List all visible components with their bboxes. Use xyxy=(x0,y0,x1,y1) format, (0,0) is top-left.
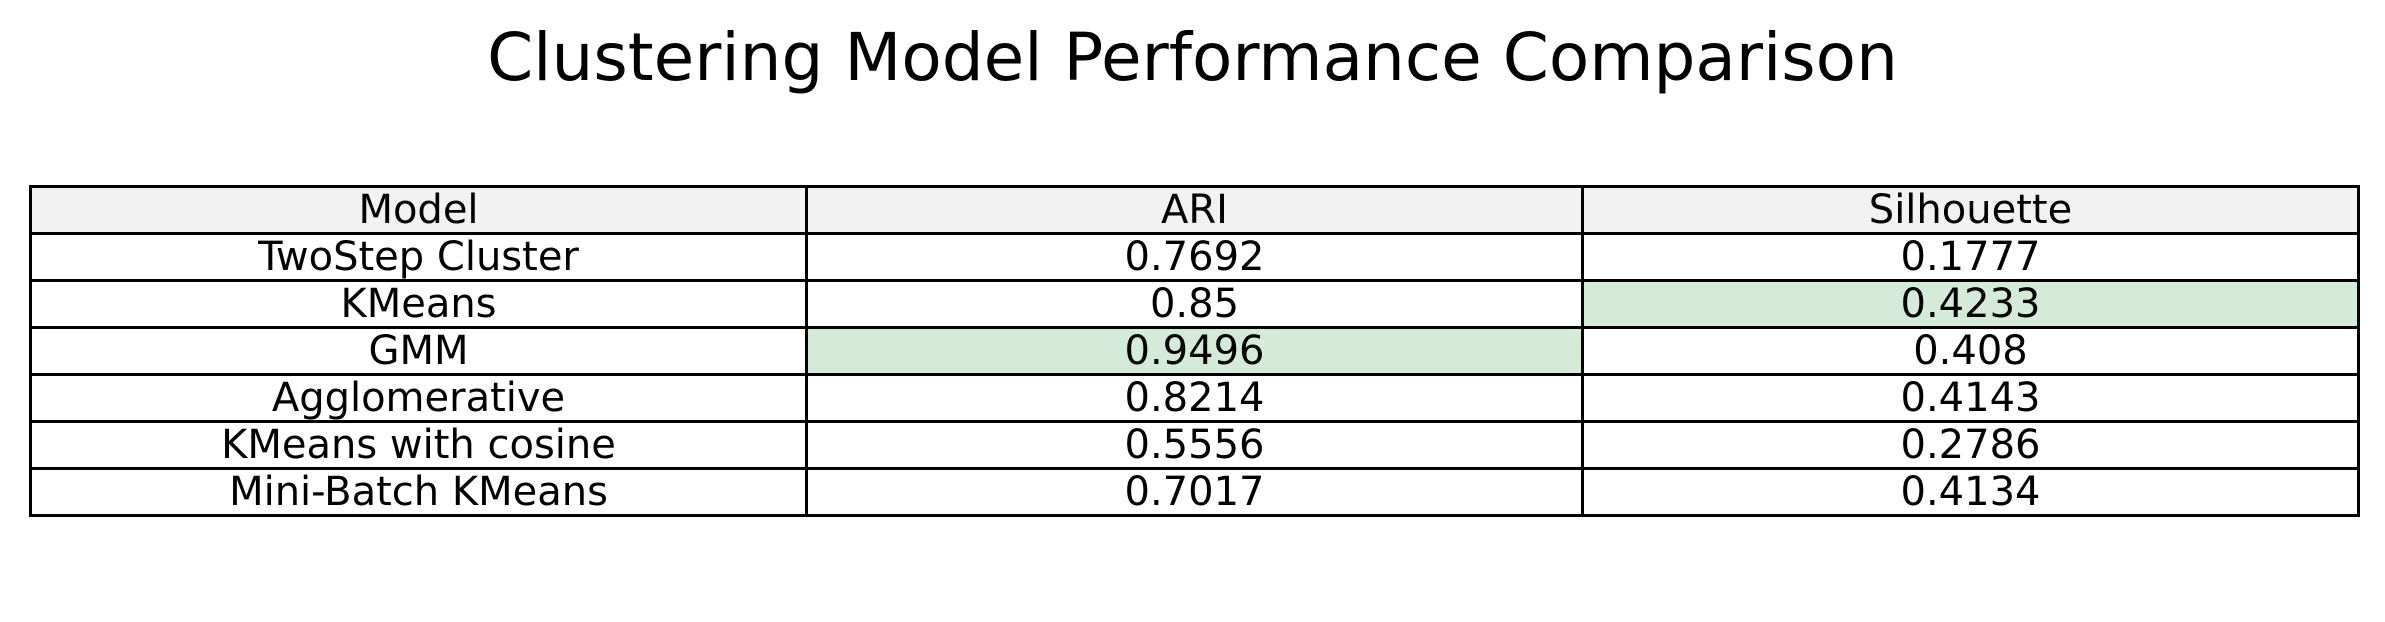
header-model: Model xyxy=(29,185,808,235)
cell-model: KMeans xyxy=(29,279,808,329)
cell-silhouette: 0.4143 xyxy=(1581,373,2360,423)
cell-silhouette: 0.4134 xyxy=(1581,467,2360,517)
table-row: KMeans with cosine 0.5556 0.2786 xyxy=(29,420,2360,470)
cell-silhouette: 0.1777 xyxy=(1581,232,2360,282)
table-row: Agglomerative 0.8214 0.4143 xyxy=(29,373,2360,423)
performance-table: Model ARI Silhouette TwoStep Cluster 0.7… xyxy=(29,185,2360,517)
cell-model: KMeans with cosine xyxy=(29,420,808,470)
table-row: GMM 0.9496 0.408 xyxy=(29,326,2360,376)
cell-model: GMM xyxy=(29,326,808,376)
cell-ari: 0.8214 xyxy=(805,373,1584,423)
cell-model: Agglomerative xyxy=(29,373,808,423)
header-row: Model ARI Silhouette xyxy=(29,185,2360,235)
header-ari: ARI xyxy=(805,185,1584,235)
table-row: KMeans 0.85 0.4233 xyxy=(29,279,2360,329)
cell-model: TwoStep Cluster xyxy=(29,232,808,282)
cell-ari: 0.9496 xyxy=(805,326,1584,376)
cell-silhouette: 0.408 xyxy=(1581,326,2360,376)
chart-title: Clustering Model Performance Comparison xyxy=(487,19,1898,96)
cell-ari: 0.7017 xyxy=(805,467,1584,517)
cell-ari: 0.5556 xyxy=(805,420,1584,470)
cell-ari: 0.7692 xyxy=(805,232,1584,282)
cell-silhouette: 0.4233 xyxy=(1581,279,2360,329)
cell-silhouette: 0.2786 xyxy=(1581,420,2360,470)
header-silhouette: Silhouette xyxy=(1581,185,2360,235)
cell-model: Mini-Batch KMeans xyxy=(29,467,808,517)
table-row: TwoStep Cluster 0.7692 0.1777 xyxy=(29,232,2360,282)
cell-ari: 0.85 xyxy=(805,279,1584,329)
table-row: Mini-Batch KMeans 0.7017 0.4134 xyxy=(29,467,2360,517)
